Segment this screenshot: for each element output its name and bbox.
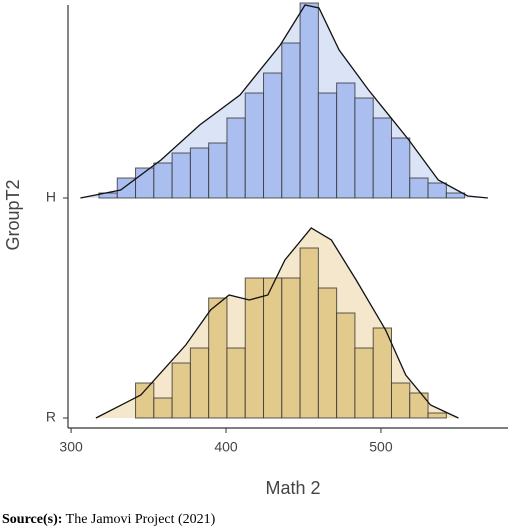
- histogram-bar: [336, 82, 356, 199]
- histogram-bar: [135, 382, 155, 419]
- histogram-bar: [263, 72, 283, 199]
- histogram-bar: [189, 347, 210, 419]
- histogram-bar: [390, 382, 411, 419]
- histogram-bar: [390, 137, 411, 199]
- y-tick-label: R: [46, 409, 56, 425]
- histogram-bar: [263, 277, 283, 419]
- source-label: Source(s):: [2, 512, 62, 527]
- histogram-bar: [153, 162, 173, 199]
- histogram-bar: [208, 142, 228, 199]
- histogram-bar: [171, 152, 191, 199]
- histogram-bar: [409, 177, 429, 199]
- histogram-bar: [372, 327, 392, 419]
- histogram-bar: [153, 397, 173, 419]
- y-tick-label: H: [46, 189, 56, 205]
- histogram-bar: [317, 92, 338, 199]
- histogram-bar: [336, 312, 356, 419]
- histogram-bar: [299, 2, 319, 199]
- histogram-bar: [299, 247, 319, 419]
- x-tick-label: 500: [369, 439, 393, 455]
- histogram-bar: [189, 147, 210, 199]
- density-line: [80, 4, 488, 199]
- histogram-bar: [208, 297, 228, 419]
- histogram-bar: [427, 412, 447, 419]
- histogram-bar: [372, 117, 392, 199]
- histogram-bar: [171, 362, 191, 419]
- histogram-bar: [317, 287, 338, 419]
- histogram-bar: [427, 182, 447, 199]
- x-tick-label: 300: [59, 439, 83, 455]
- x-tick-label: 400: [214, 439, 238, 455]
- source: Source(s): The Jamovi Project (2021): [2, 512, 216, 527]
- histogram-bar: [354, 97, 374, 199]
- histogram-bar: [226, 347, 246, 419]
- y-axis-title: GroupT2: [3, 179, 23, 250]
- density-line: [95, 227, 459, 419]
- histogram-bar: [281, 277, 301, 419]
- histogram-bar: [281, 42, 301, 199]
- histogram-bar: [445, 192, 466, 199]
- histogram-bar: [354, 347, 374, 419]
- histogram-bar: [409, 392, 429, 419]
- source-text: The Jamovi Project (2021): [66, 512, 216, 527]
- x-axis-title: Math 2: [265, 478, 320, 498]
- histogram-bar: [244, 92, 265, 199]
- histogram-bar: [226, 117, 246, 199]
